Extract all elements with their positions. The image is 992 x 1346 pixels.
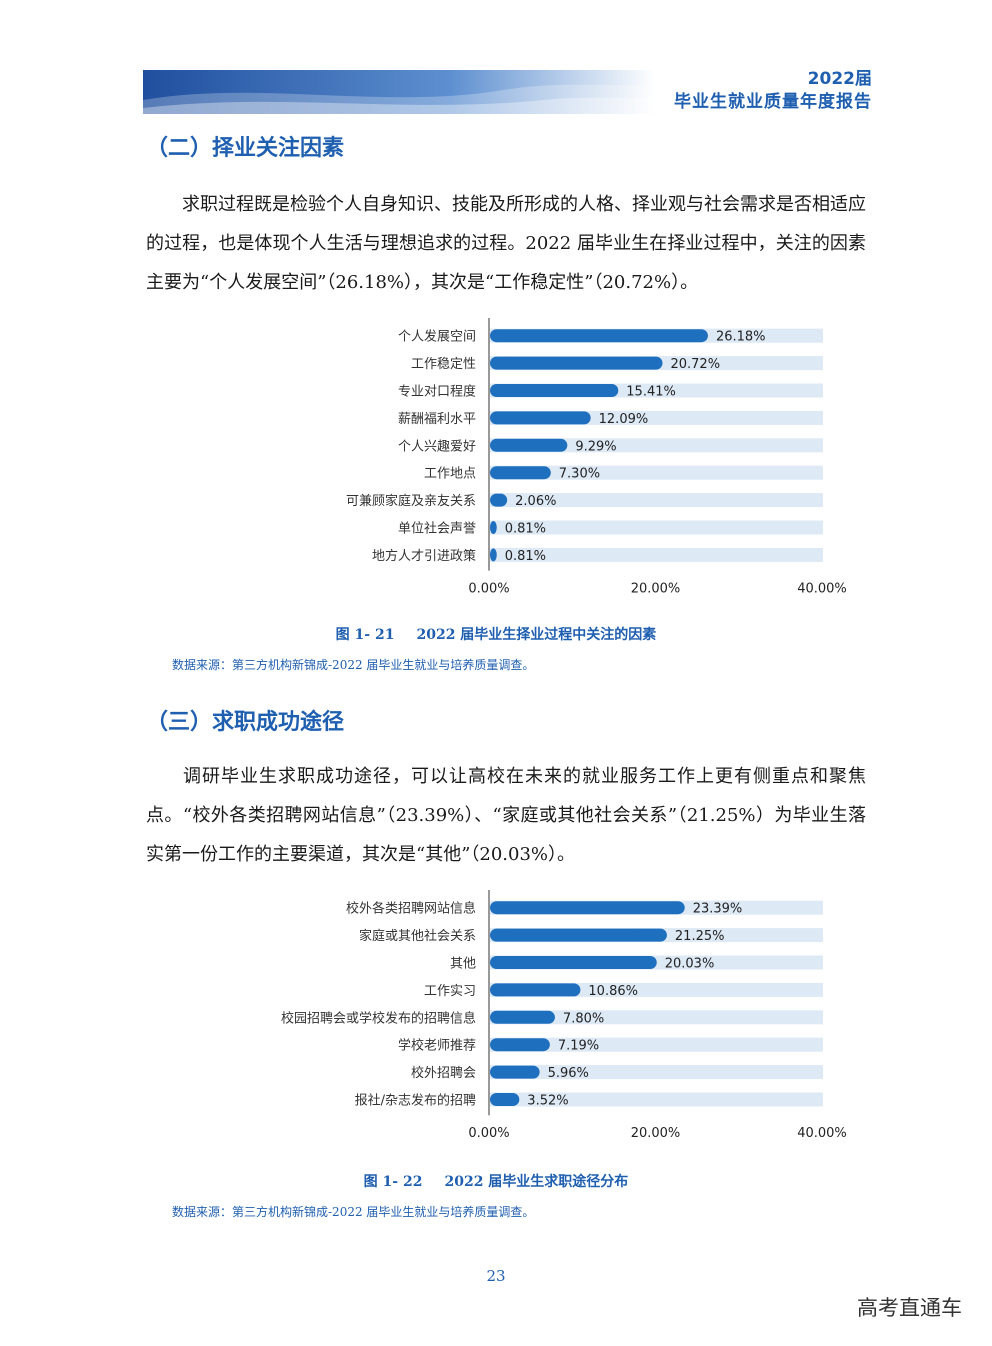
chart-channels-svg: 校外各类招聘网站信息 23.39% 家庭或其他社会关系 21.25% 其他 20.03% 工… xyxy=(281,890,847,1141)
chart-tick-label: 40.00% xyxy=(797,1126,847,1141)
chart-value-label: 7.30% xyxy=(559,467,600,482)
chart-bar-track xyxy=(490,1037,823,1052)
chart-category-label: 个人发展空间 xyxy=(398,329,476,345)
chart-category-label: 个人兴趣爱好 xyxy=(398,439,476,454)
chart-tick-label: 20.00% xyxy=(631,1126,681,1141)
chart-bar xyxy=(490,1093,520,1106)
header-title: 毕业生就业质量年度报告 xyxy=(674,92,872,112)
caption-channels-text: 2022 届毕业生求职途径分布 xyxy=(444,1174,629,1190)
chart-bar xyxy=(490,1065,540,1079)
chart-value-label: 12.09% xyxy=(599,412,649,427)
chart-bar-track xyxy=(490,465,823,480)
chart-category-label: 工作实习 xyxy=(424,984,476,999)
chart-value-label: 15.41% xyxy=(626,385,676,400)
chart-factors: 个人发展空间 26.18% 工作稳定性 20.72% 专业对口程度 15.41% 薪酬福利水… xyxy=(0,318,992,610)
chart-value-label: 23.39% xyxy=(693,902,743,917)
chart-bar-track xyxy=(490,1092,823,1107)
chart-bar-track xyxy=(490,547,823,562)
chart-bar xyxy=(490,356,663,370)
chart-category-label: 可兼顾家庭及亲友关系 xyxy=(346,493,476,509)
source-factors: 数据来源：第三方机构新锦成-2022 届毕业生就业与培养质量调查。 xyxy=(172,658,535,672)
chart-bar xyxy=(490,548,497,562)
chart-tick-label: 0.00% xyxy=(468,1126,509,1141)
report-header: 2022届 毕业生就业质量年度报告 xyxy=(674,68,872,114)
chart-value-label: 7.80% xyxy=(563,1011,604,1026)
chart-category-label: 家庭或其他社会关系 xyxy=(359,928,476,944)
chart-category-label: 报社/杂志发布的招聘 xyxy=(355,1093,476,1109)
chart-category-label: 学校老师推荐 xyxy=(398,1038,476,1054)
chart-bar xyxy=(490,1038,550,1052)
caption-channels-number: 图 1- 22 xyxy=(363,1174,423,1190)
chart-category-label: 其他 xyxy=(450,957,476,972)
watermark-text: 高考直通车 xyxy=(857,1296,962,1320)
chart-value-label: 10.86% xyxy=(588,984,638,999)
chart-category-label: 专业对口程度 xyxy=(398,384,476,400)
chart-bar-track xyxy=(490,438,823,453)
chart-value-label: 2.06% xyxy=(515,494,556,509)
chart-tick-label: 20.00% xyxy=(631,582,681,597)
chart-category-label: 校园招聘会或学校发布的招聘信息 xyxy=(281,1010,476,1026)
chart-bar xyxy=(490,411,591,425)
chart-bar xyxy=(490,928,667,942)
chart-bar-track xyxy=(490,493,823,508)
chart-value-label: 26.18% xyxy=(716,330,766,345)
caption-factors: 图 1- 21 2022 届毕业生择业过程中关注的因素 xyxy=(0,624,992,644)
chart-value-label: 21.25% xyxy=(675,929,725,944)
source-channels: 数据来源：第三方机构新锦成-2022 届毕业生就业与培养质量调查。 xyxy=(172,1205,535,1219)
chart-category-label: 地方人才引进政策 xyxy=(372,548,476,564)
chart-bar xyxy=(490,384,619,397)
chart-bar xyxy=(490,329,708,343)
chart-channels: 校外各类招聘网站信息 23.39% 家庭或其他社会关系 21.25% 其他 20.03% 工… xyxy=(0,890,992,1158)
chart-bar-track xyxy=(490,520,823,535)
chart-bar-track xyxy=(490,1010,823,1025)
caption-factors-text: 2022 届毕业生择业过程中关注的因素 xyxy=(416,627,657,643)
chart-tick-label: 0.00% xyxy=(468,582,509,597)
section-title-channels: （三）求职成功途径 xyxy=(146,710,345,735)
chart-bar xyxy=(490,493,508,507)
chart-bar-track xyxy=(490,1065,823,1080)
chart-bar xyxy=(490,1010,555,1024)
chart-tick-label: 40.00% xyxy=(797,582,847,597)
chart-category-label: 薪酬福利水平 xyxy=(398,412,476,427)
chart-bar xyxy=(490,466,551,480)
chart-value-label: 20.72% xyxy=(670,357,720,372)
chart-value-label: 20.03% xyxy=(665,957,715,972)
chart-bar xyxy=(490,521,497,534)
chart-value-label: 0.81% xyxy=(505,549,546,564)
chart-bar xyxy=(490,983,581,997)
chart-bar xyxy=(490,956,657,969)
chart-category-label: 工作地点 xyxy=(424,467,476,482)
paragraph-factors: 求职过程既是检验个人自身知识、技能及所形成的人格、择业观与社会需求是否相适应的过… xyxy=(146,185,866,302)
chart-factors-svg: 个人发展空间 26.18% 工作稳定性 20.72% 专业对口程度 15.41% 薪酬福利水… xyxy=(346,318,847,597)
paragraph-factors-text: 求职过程既是检验个人自身知识、技能及所形成的人格、择业观与社会需求是否相适应的过… xyxy=(146,194,866,293)
chart-value-label: 9.29% xyxy=(575,439,616,454)
chart-category-label: 单位社会声誉 xyxy=(398,521,476,537)
chart-value-label: 7.19% xyxy=(558,1039,599,1054)
chart-bar xyxy=(490,901,685,915)
chart-category-label: 校外招聘会 xyxy=(411,1065,476,1081)
chart-value-label: 3.52% xyxy=(527,1094,568,1109)
caption-channels: 图 1- 22 2022 届毕业生求职途径分布 xyxy=(0,1171,992,1191)
paragraph-channels: 调研毕业生求职成功途径，可以让高校在未来的就业服务工作上更有侧重点和聚焦点。“校… xyxy=(146,757,866,874)
caption-factors-number: 图 1- 21 xyxy=(335,627,395,643)
chart-value-label: 5.96% xyxy=(548,1066,589,1081)
chart-value-label: 0.81% xyxy=(505,522,546,537)
chart-category-label: 校外各类招聘网站信息 xyxy=(346,901,476,917)
chart-bar xyxy=(490,438,568,452)
paragraph-channels-text: 调研毕业生求职成功途径，可以让高校在未来的就业服务工作上更有侧重点和聚焦点。“校… xyxy=(146,766,866,865)
chart-category-label: 工作稳定性 xyxy=(411,356,476,372)
header-wave-band xyxy=(143,70,655,114)
header-year: 2022届 xyxy=(807,69,872,89)
page-number: 23 xyxy=(486,1267,506,1285)
section-title-factors: （二）择业关注因素 xyxy=(146,136,345,161)
